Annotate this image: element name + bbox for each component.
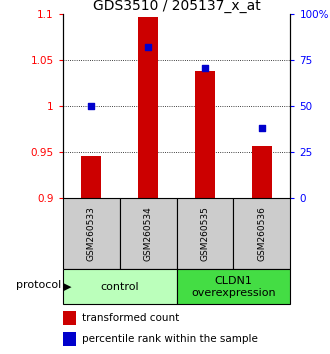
Text: GSM260535: GSM260535 (201, 206, 210, 261)
Bar (195, 71, 215, 198)
Point (88, 103, 94, 109)
Text: GSM260533: GSM260533 (87, 206, 96, 261)
Text: transformed count: transformed count (82, 313, 180, 323)
Text: control: control (100, 282, 139, 292)
Bar (177, 269, 290, 304)
Bar (63, 312, 76, 325)
Text: percentile rank within the sample: percentile rank within the sample (82, 334, 258, 344)
Text: CLDN1
overexpression: CLDN1 overexpression (191, 276, 276, 298)
Text: GSM260534: GSM260534 (144, 206, 152, 261)
Bar (81, 156, 101, 198)
Bar (63, 269, 177, 304)
Text: protocol: protocol (16, 280, 62, 290)
Bar (234, 198, 290, 269)
Text: ▶: ▶ (63, 282, 71, 292)
Title: GDS3510 / 205137_x_at: GDS3510 / 205137_x_at (93, 0, 260, 13)
Bar (252, 146, 272, 198)
Bar (119, 198, 177, 269)
Text: GSM260536: GSM260536 (257, 206, 266, 261)
Bar (63, 198, 119, 269)
Point (259, 125, 265, 131)
Bar (177, 198, 233, 269)
Bar (63, 332, 76, 346)
Point (202, 65, 208, 70)
Point (146, 45, 151, 50)
Bar (138, 17, 158, 198)
